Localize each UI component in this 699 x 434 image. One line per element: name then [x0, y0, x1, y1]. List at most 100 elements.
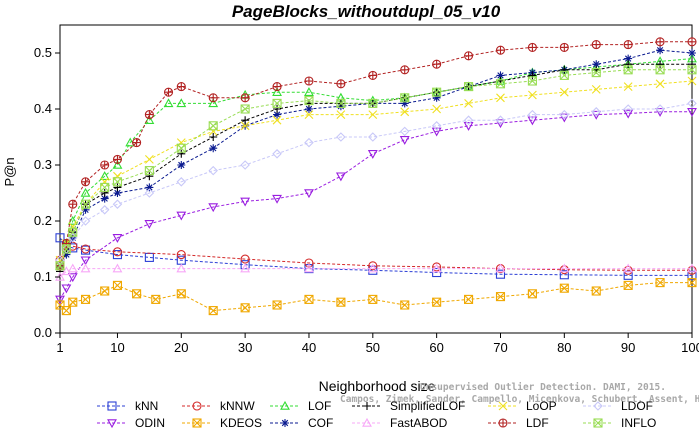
data-point-kdeos [368, 295, 378, 304]
series-line-knnw [59, 245, 692, 271]
chart-title: PageBlocks_withoutdupl_05_v10 [232, 2, 501, 21]
data-point-kdeos [80, 294, 91, 304]
data-point-inflo [623, 65, 633, 75]
data-point-fastabod [304, 263, 314, 273]
data-point-fastabod [112, 263, 123, 273]
data-point-inflo [527, 76, 537, 86]
legend-swatch-marker [498, 401, 508, 411]
data-point-inflo [68, 227, 78, 237]
y-tick-label: 0.3 [34, 157, 52, 172]
data-point-inflo [559, 71, 569, 80]
data-point-simplifiedlof [688, 60, 696, 69]
data-point-ldof [368, 132, 378, 142]
data-point-kdeos [132, 289, 142, 299]
data-point-ldf [209, 93, 218, 102]
series-kdeos [55, 278, 697, 316]
data-point-ldof [144, 188, 155, 198]
data-point-loop [687, 76, 697, 86]
data-point-lof [163, 98, 174, 108]
data-point-odin [527, 116, 538, 126]
legend-swatch-marker [362, 417, 372, 427]
data-point-inflo [687, 65, 697, 75]
series-fastabod [55, 263, 697, 281]
data-point-cof [496, 71, 505, 80]
legend-label: COF [308, 416, 333, 430]
data-point-inflo [655, 65, 665, 75]
legend-label: LOF [308, 399, 331, 413]
data-point-knnw [80, 244, 91, 254]
legend-item-simplifiedlof: SimplifiedLOF [352, 399, 465, 413]
data-point-kdeos [132, 289, 141, 299]
x-axis: 1 10 20 30 40 50 60 70 80 90 100 [56, 333, 699, 355]
data-point-kdeos [176, 289, 186, 299]
data-point-knnw [240, 254, 250, 264]
series-cof [56, 46, 696, 270]
data-point-inflo [336, 98, 346, 108]
y-tick-label: 0.4 [34, 101, 52, 116]
data-point-kdeos [176, 289, 186, 299]
data-point-ldf [496, 46, 505, 55]
data-point-inflo [272, 98, 282, 108]
data-point-ldof [304, 137, 314, 148]
data-point-kdeos [687, 278, 697, 287]
data-point-odin [55, 295, 65, 305]
data-point-cof [273, 110, 282, 119]
data-point-ldf [273, 82, 282, 91]
data-point-ldf [336, 79, 345, 88]
data-point-lof [176, 98, 187, 108]
legend-swatch-marker [593, 401, 603, 411]
data-point-ldf [464, 51, 473, 60]
data-point-kdeos [527, 289, 537, 299]
legend-swatch-marker [107, 419, 117, 429]
legend-item-ldf: LDF [488, 416, 549, 430]
data-point-fastabod [240, 263, 251, 273]
data-point-kdeos [272, 300, 282, 310]
series-line-ldof [59, 102, 693, 261]
data-point-kdeos [432, 297, 442, 307]
data-point-cof [688, 49, 696, 57]
legend-label: LDOF [621, 399, 653, 413]
data-point-ldf [113, 155, 122, 164]
data-point-loop [496, 93, 505, 103]
data-point-odin [304, 189, 314, 199]
series-line-simplifiedlof [59, 63, 692, 272]
data-point-inflo [112, 177, 123, 187]
data-point-kdeos [623, 281, 633, 290]
data-point-fastabod [67, 263, 78, 273]
legend-swatch-marker [192, 418, 202, 428]
data-point-ldof [687, 98, 697, 109]
series-odin [55, 108, 697, 305]
data-point-inflo [100, 182, 110, 192]
data-point-kdeos [400, 300, 410, 310]
data-point-inflo [81, 199, 90, 209]
x-tick-label: 20 [174, 340, 188, 355]
credit-line-1: Campos, Zimek, Sander, Campello, Micenko… [340, 394, 699, 405]
y-tick-label: 0.5 [34, 45, 52, 60]
legend-item-ldof: LDOF [583, 399, 653, 413]
legend-item-fastabod: FastABOD [352, 416, 448, 430]
data-point-inflo [55, 261, 65, 271]
data-point-inflo [240, 104, 250, 114]
data-point-ldof [655, 104, 665, 114]
data-point-odin [335, 172, 346, 182]
data-point-simplifiedlof [177, 149, 186, 158]
data-point-loop [464, 99, 473, 108]
data-point-inflo [495, 79, 506, 89]
x-tick-label: 100 [681, 340, 699, 355]
data-point-odin [495, 119, 506, 129]
x-tick-label: 80 [557, 340, 571, 355]
x-tick-label: 50 [366, 340, 380, 355]
data-point-kdeos [100, 286, 110, 296]
data-point-inflo [687, 65, 697, 75]
data-point-odin [144, 220, 155, 229]
data-point-inflo [240, 104, 250, 114]
legend-label: LDF [526, 416, 549, 430]
legend: kNN kNNW LOF SimplifiedLOF LoOP LDOF ODIN KDEOS… [97, 399, 656, 430]
data-point-simplifiedlof [113, 183, 122, 192]
data-point-ldf [528, 43, 537, 52]
data-point-kdeos [81, 295, 90, 304]
data-point-ldof [495, 115, 506, 125]
data-point-loop [432, 104, 442, 114]
y-axis: 0.0 0.1 0.2 0.3 0.4 0.5 [34, 45, 60, 340]
legend-label: ODIN [135, 416, 165, 430]
